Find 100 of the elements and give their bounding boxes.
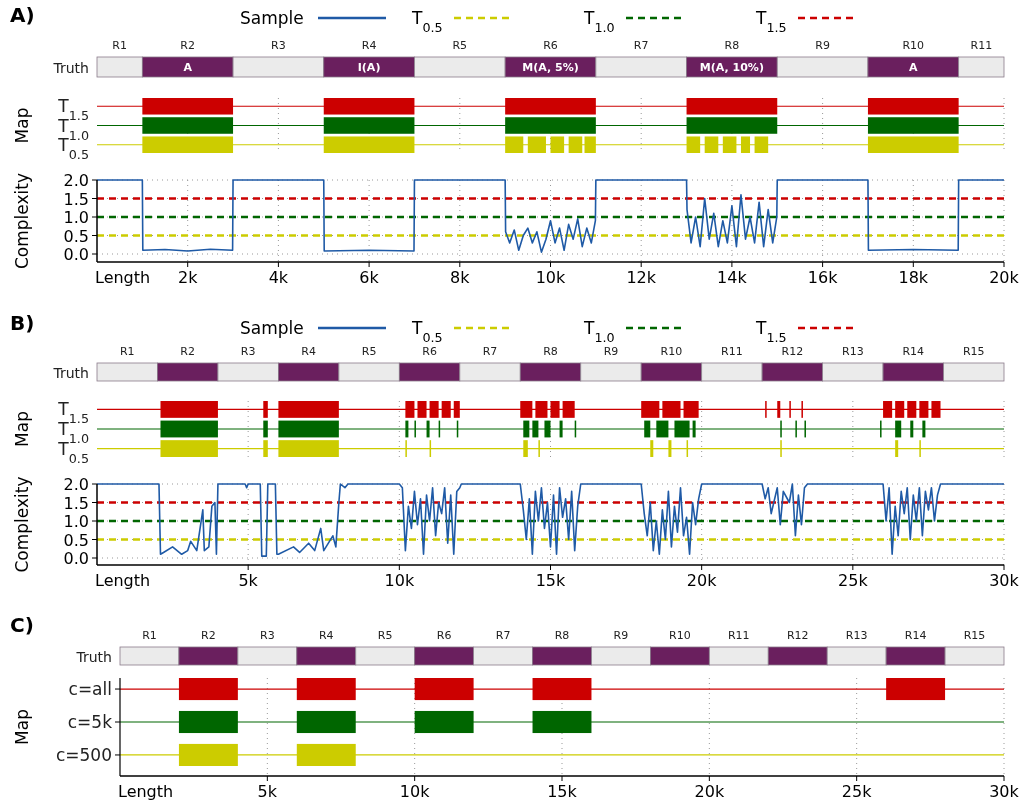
x-tick-label: 10k (535, 268, 567, 287)
x-tick-label: 5k (238, 571, 259, 590)
series-label: R1 (112, 39, 127, 52)
x-tick-label: 10k (384, 571, 415, 590)
series-label: R3 (240, 345, 256, 358)
series-label: R2 (180, 39, 196, 52)
legend-label: T$_{0.5}$ (411, 318, 443, 345)
y-tick-label: c=500 (55, 744, 112, 765)
series-label: R3 (271, 39, 286, 52)
series-label: R5 (452, 39, 468, 52)
y-axis-title: Map (12, 411, 32, 447)
x-tick-label: 6k (359, 268, 380, 287)
series-label: R6 (543, 39, 558, 52)
series-label: R1 (119, 345, 135, 358)
series-label: R7 (495, 629, 511, 642)
series-label: R4 (361, 39, 377, 52)
annotation: M(A, 10%) (699, 61, 764, 74)
legend-label: T$_{1.5}$ (755, 318, 787, 345)
series-label: R15 (963, 629, 986, 642)
annotation: M(A, 5%) (522, 61, 579, 74)
series-label: R10 (669, 629, 691, 642)
series-label: R9 (815, 39, 830, 52)
series-label: R9 (613, 629, 629, 642)
y-tick-label: 0.5 (63, 530, 89, 550)
series-label: R7 (633, 39, 649, 52)
chart-title: B) (10, 311, 35, 335)
series-label: R4 (318, 629, 334, 642)
y-tick-label: 1.5 (63, 493, 89, 513)
series-label: R10 (902, 39, 925, 52)
x-tick-label: 30k (989, 782, 1020, 801)
legend-label: Sample (240, 8, 304, 28)
x-tick-label: 14k (717, 268, 748, 287)
series-label: R14 (904, 629, 927, 642)
legend-label: T$_{0.5}$ (411, 8, 443, 35)
y-tick-label: c=5k (67, 712, 113, 732)
chart-title: A) (10, 3, 35, 27)
x-tick-label: 15k (535, 571, 567, 590)
series-label: R8 (543, 345, 558, 358)
series-label: R2 (201, 629, 216, 642)
series-label: R1 (142, 629, 157, 642)
y-tick-label: 2.0 (63, 475, 89, 494)
x-tick-label: 15k (547, 782, 578, 801)
series-label: R8 (554, 629, 570, 642)
y-tick-label: 1.5 (63, 189, 89, 209)
y-tick-label: 0.0 (63, 245, 89, 264)
series-label: R11 (721, 345, 743, 358)
y-tick-label: Truth (52, 60, 89, 76)
x-tick-label: 20k (989, 268, 1020, 287)
series-label: R14 (902, 345, 925, 358)
series-label: R7 (482, 345, 498, 358)
x-tick-label: 18k (898, 268, 929, 287)
series-label: R11 (727, 629, 750, 642)
series-label: R6 (422, 345, 437, 358)
series-label: R13 (842, 345, 864, 358)
legend-label: Sample (240, 318, 304, 338)
series-label: R5 (361, 345, 377, 358)
y-tick-label: 0.0 (63, 549, 89, 568)
series-label: R10 (660, 345, 683, 358)
annotation: A (909, 61, 919, 74)
x-axis-title: Length (95, 268, 151, 287)
x-tick-label: 10k (399, 782, 431, 801)
x-tick-label: 30k (989, 571, 1020, 590)
x-tick-label: 25k (838, 571, 869, 590)
y-tick-label: c=all (68, 679, 112, 700)
series-label: R2 (180, 345, 196, 358)
legend-label: T$_{1.5}$ (755, 8, 787, 35)
legend-label: T$_{1.0}$ (583, 8, 615, 35)
x-axis-title: Length (95, 571, 151, 590)
series-label: R6 (436, 629, 452, 642)
x-tick-label: 25k (841, 782, 873, 801)
chart-title: C) (10, 613, 34, 637)
series-label: R12 (786, 629, 809, 642)
series-label: R9 (603, 345, 619, 358)
y-tick-label: Truth (52, 365, 89, 381)
series-label: R5 (377, 629, 393, 642)
y-tick-label: 1.0 (63, 208, 89, 227)
series-label: R12 (781, 345, 804, 358)
x-tick-label: 12k (626, 268, 657, 287)
annotation: A (183, 61, 193, 74)
x-axis-title: Length (118, 782, 174, 801)
y-axis-title: Map (12, 107, 32, 144)
x-tick-label: 2k (177, 268, 199, 287)
annotation: I(A) (357, 61, 381, 74)
series-label: R4 (301, 345, 316, 358)
x-tick-label: 5k (257, 782, 278, 801)
legend-label: T$_{1.0}$ (583, 318, 615, 345)
y-axis-title: Map (12, 709, 32, 745)
x-tick-label: 4k (268, 268, 289, 287)
y-axis-title: Complexity (12, 476, 32, 573)
y-tick-label: Truth (75, 649, 112, 665)
series-label: R15 (962, 345, 985, 358)
series-label: R13 (845, 629, 868, 642)
series-label: R11 (970, 39, 993, 52)
series-label: R3 (260, 629, 275, 642)
x-tick-label: 20k (694, 782, 725, 801)
y-tick-label: 1.0 (63, 512, 89, 531)
x-tick-label: 20k (686, 571, 718, 590)
x-tick-label: 8k (450, 268, 471, 287)
y-tick-label: 0.5 (63, 226, 89, 246)
series-label: R8 (724, 39, 740, 52)
